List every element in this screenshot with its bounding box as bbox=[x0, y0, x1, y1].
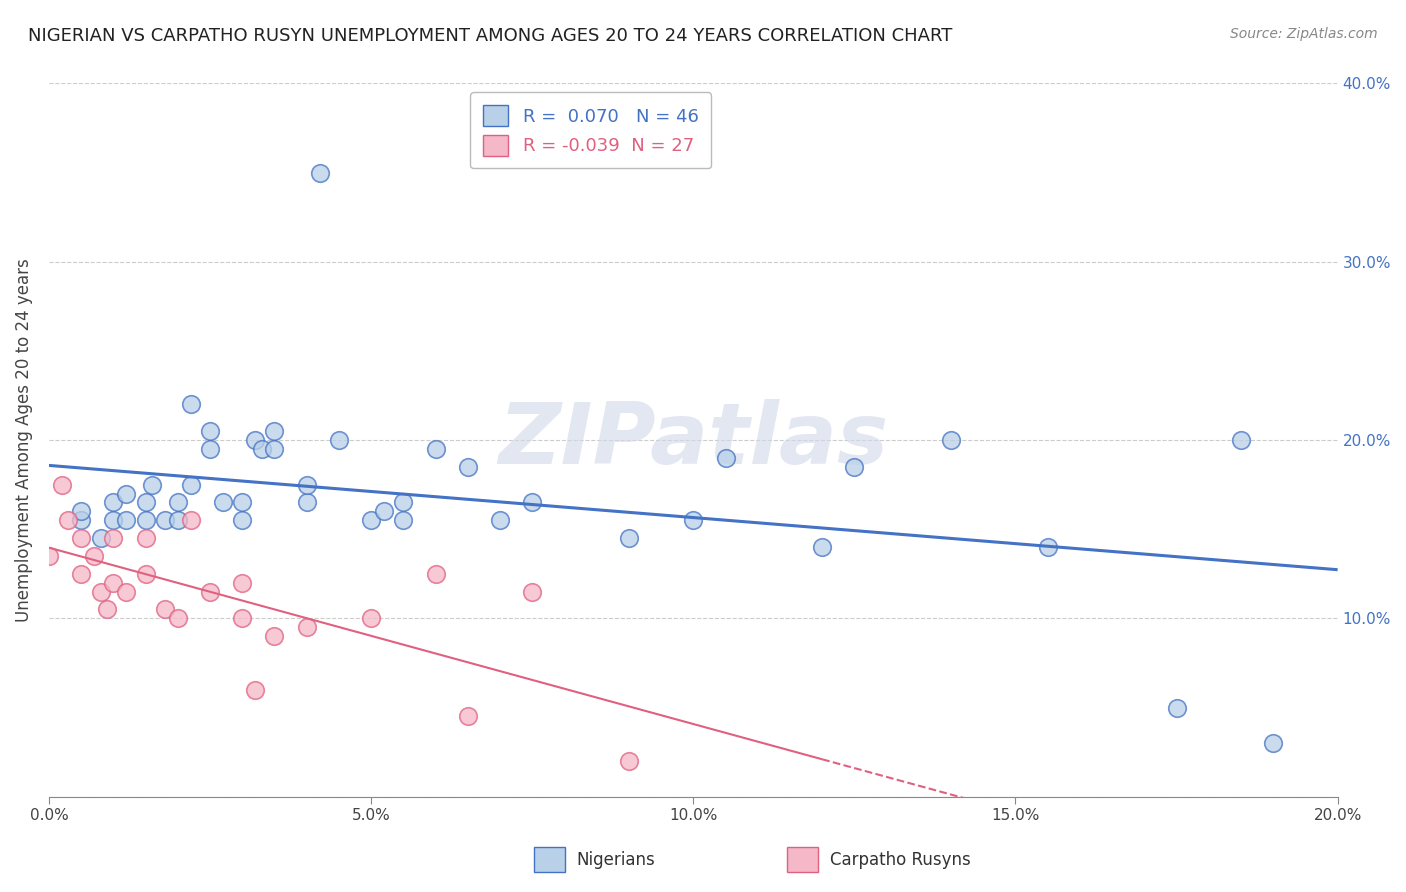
Text: Source: ZipAtlas.com: Source: ZipAtlas.com bbox=[1230, 27, 1378, 41]
Point bbox=[103, 575, 125, 590]
Y-axis label: Unemployment Among Ages 20 to 24 years: Unemployment Among Ages 20 to 24 years bbox=[15, 258, 32, 622]
Point bbox=[392, 495, 415, 509]
Point bbox=[115, 486, 138, 500]
Point bbox=[522, 584, 544, 599]
Point bbox=[198, 584, 221, 599]
Point bbox=[250, 442, 273, 456]
Point bbox=[295, 495, 318, 509]
Point bbox=[38, 549, 60, 563]
Point bbox=[103, 531, 125, 545]
Point bbox=[180, 513, 202, 527]
Point bbox=[135, 495, 157, 509]
Point bbox=[135, 513, 157, 527]
Point bbox=[489, 513, 512, 527]
Point bbox=[70, 531, 93, 545]
Point bbox=[153, 513, 176, 527]
Point bbox=[180, 397, 202, 411]
Point bbox=[844, 459, 866, 474]
Point bbox=[135, 531, 157, 545]
Point bbox=[425, 566, 447, 581]
Point bbox=[231, 575, 253, 590]
Point bbox=[373, 504, 395, 518]
Point bbox=[153, 602, 176, 616]
Point bbox=[457, 709, 479, 723]
Point bbox=[714, 450, 737, 465]
Point bbox=[1230, 433, 1253, 447]
Point bbox=[682, 513, 704, 527]
Point bbox=[89, 531, 111, 545]
Point bbox=[166, 495, 188, 509]
Point bbox=[141, 477, 163, 491]
Point bbox=[212, 495, 235, 509]
Point bbox=[1166, 700, 1188, 714]
Point bbox=[70, 504, 93, 518]
Point bbox=[198, 442, 221, 456]
Point bbox=[939, 433, 962, 447]
Point bbox=[308, 165, 330, 179]
Point bbox=[70, 513, 93, 527]
Point bbox=[617, 531, 640, 545]
Point bbox=[263, 442, 285, 456]
Point bbox=[295, 620, 318, 634]
Point bbox=[83, 549, 105, 563]
Point bbox=[231, 611, 253, 625]
Point bbox=[96, 602, 118, 616]
Point bbox=[180, 477, 202, 491]
Point bbox=[392, 513, 415, 527]
Point bbox=[811, 540, 834, 554]
Point bbox=[231, 513, 253, 527]
Point bbox=[58, 513, 80, 527]
Point bbox=[522, 495, 544, 509]
Text: Nigerians: Nigerians bbox=[576, 851, 655, 869]
Point bbox=[617, 754, 640, 768]
Point bbox=[263, 424, 285, 438]
Legend: R =  0.070   N = 46, R = -0.039  N = 27: R = 0.070 N = 46, R = -0.039 N = 27 bbox=[471, 93, 711, 169]
Point bbox=[115, 513, 138, 527]
Text: NIGERIAN VS CARPATHO RUSYN UNEMPLOYMENT AMONG AGES 20 TO 24 YEARS CORRELATION CH: NIGERIAN VS CARPATHO RUSYN UNEMPLOYMENT … bbox=[28, 27, 952, 45]
Point bbox=[263, 629, 285, 643]
Point bbox=[89, 584, 111, 599]
Point bbox=[198, 424, 221, 438]
Point bbox=[51, 477, 73, 491]
Text: Carpatho Rusyns: Carpatho Rusyns bbox=[830, 851, 970, 869]
Point bbox=[457, 459, 479, 474]
Point bbox=[135, 566, 157, 581]
Point bbox=[70, 566, 93, 581]
Point bbox=[231, 495, 253, 509]
Point bbox=[328, 433, 350, 447]
Point bbox=[1036, 540, 1059, 554]
Text: ZIPatlas: ZIPatlas bbox=[498, 399, 889, 482]
Point bbox=[103, 495, 125, 509]
Point bbox=[1263, 736, 1285, 750]
Point bbox=[166, 513, 188, 527]
Point bbox=[103, 513, 125, 527]
Point bbox=[166, 611, 188, 625]
Point bbox=[243, 433, 266, 447]
Point bbox=[425, 442, 447, 456]
Point bbox=[115, 584, 138, 599]
Point bbox=[360, 513, 382, 527]
Point bbox=[360, 611, 382, 625]
Point bbox=[243, 682, 266, 697]
Point bbox=[295, 477, 318, 491]
